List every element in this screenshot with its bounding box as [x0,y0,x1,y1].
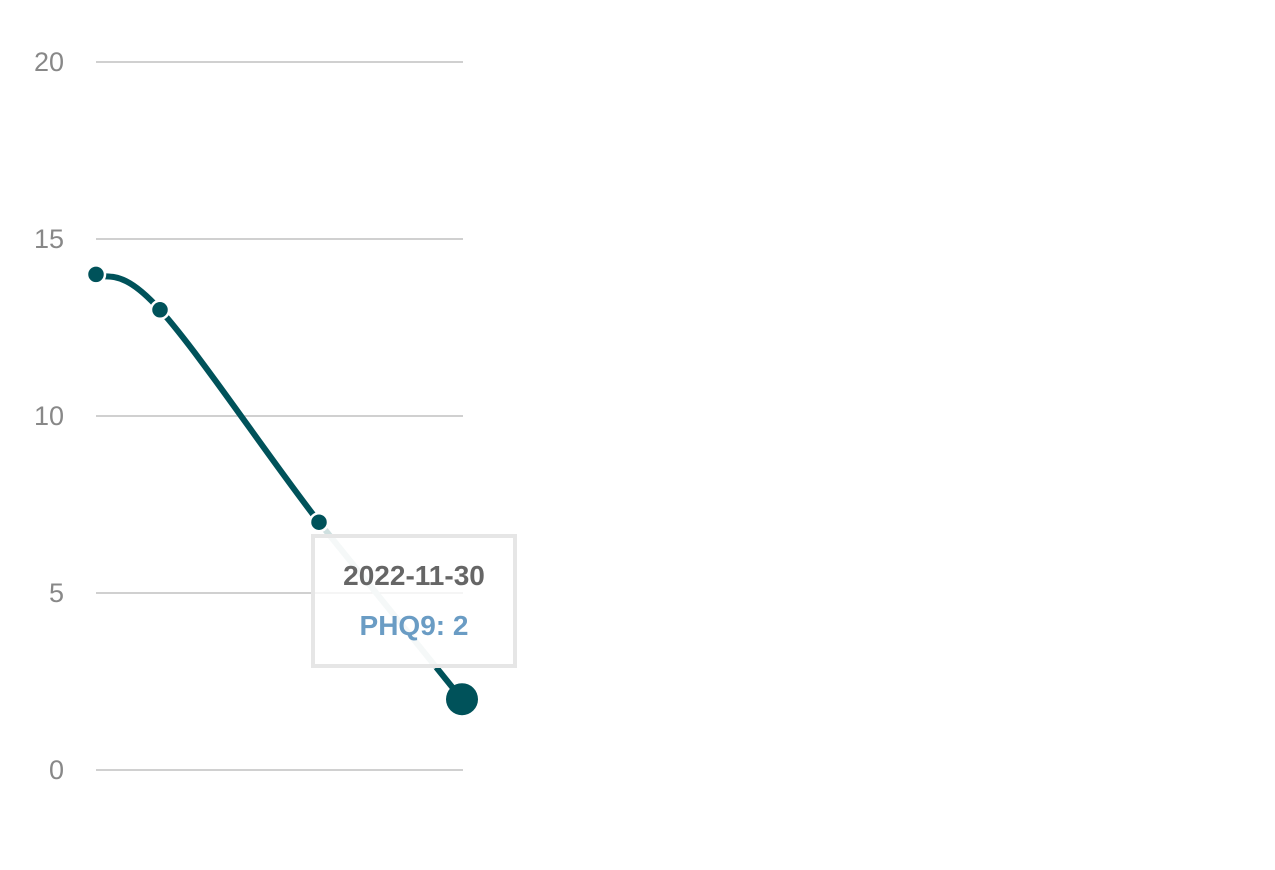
data-point-active[interactable] [446,683,478,716]
series-line-path [93,271,322,526]
data-point[interactable] [149,299,171,321]
y-tick-label: 20 [34,47,64,77]
y-tick-label: 10 [34,401,64,431]
y-tick-label: 5 [49,578,64,608]
y-tick-label: 15 [34,224,64,254]
tooltip-date: 2022-11-30 [343,560,485,591]
data-points[interactable] [85,264,478,716]
data-point[interactable] [85,264,107,285]
y-axis: 0 5 10 15 20 [34,47,64,785]
y-tick-label: 0 [49,755,64,785]
tooltip-value: PHQ9: 2 [359,610,469,641]
data-point[interactable] [308,511,330,533]
tooltip: 2022-11-30 PHQ9: 2 [311,534,517,668]
